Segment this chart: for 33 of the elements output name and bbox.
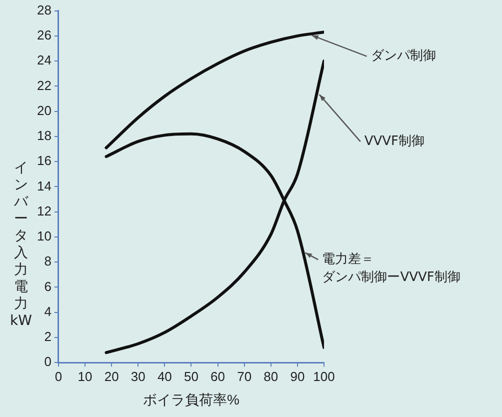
y-tick-label: 24 [36,52,52,68]
x-tick-label: 70 [237,368,252,384]
y-tick-label: 14 [36,178,52,194]
x-tick-label: 10 [78,368,92,384]
y-tick-label: 0 [44,354,52,370]
x-tick-label: 0 [54,368,62,384]
text: インバータ入力電力kW [10,160,32,329]
x-tick-label: 30 [130,368,146,384]
y-tick-label: 4 [44,304,52,319]
line-series [104,30,324,150]
x-tick-label: 60 [210,368,226,384]
x-axis-title: ボイラ負荷率% [143,391,240,408]
x-tick-label: 80 [264,368,278,384]
y-tick-label: 10 [36,228,52,244]
text: VVVF制御 [364,134,425,149]
y-tick-label: 6 [44,278,52,294]
y-tick-label: 26 [36,28,52,43]
x-tick-label: 90 [290,368,305,384]
y-tick-label: 20 [36,102,52,118]
series-label: 電力差＝ダンパ制御ーVVVF制御 [322,252,460,286]
y-tick-label: 12 [36,203,52,218]
x-tick-label: 50 [184,368,198,384]
y-tick-label: 22 [36,78,52,93]
x-tick-label: 100 [313,368,335,384]
y-tick-label: 8 [44,254,52,269]
y-tick-label: 18 [36,128,52,144]
text: ダンパ制御 [370,48,436,64]
y-tick-label: 2 [44,329,52,344]
line-series [104,60,324,354]
x-tick-label: 40 [157,368,172,384]
y-tick-label: 16 [36,153,52,168]
y-tick-label: 28 [36,2,52,18]
x-tick-label: 20 [104,368,119,384]
